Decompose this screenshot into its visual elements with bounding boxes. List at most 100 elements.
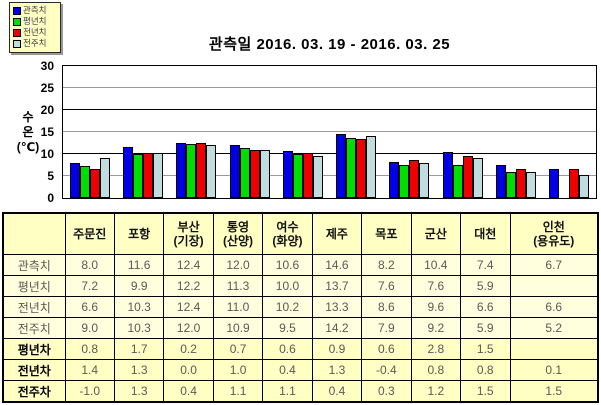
bar-관측치 xyxy=(496,165,507,198)
table-cell: 7.9 xyxy=(361,317,412,339)
gridline xyxy=(63,131,596,132)
table-cell: 10.0 xyxy=(262,275,313,297)
table-cell: 6.7 xyxy=(509,254,599,276)
data-table-container: 주문진 포항 부산 (기장) 통영 (산양) 여수 (화양) 제주 목포 군산 대천 인천 (용유… xyxy=(2,212,599,403)
bar-관측치 xyxy=(549,169,560,198)
table-header-row: 주문진 포항 부산 (기장) 통영 (산양) 여수 (화양) 제주 목포 군산 대천 인천 (용유… xyxy=(2,212,599,255)
legend-swatch-icon xyxy=(13,6,21,15)
bar-관측치 xyxy=(389,162,400,198)
table-cell: 14.2 xyxy=(311,317,363,339)
table-cell: 10.9 xyxy=(212,317,264,339)
table-header: 주문진 포항 부산 (기장) 통영 (산양) 여수 (화양) 제주 목포 군산 대천 인천 (용유… xyxy=(2,212,599,255)
y-axis-tick-label: 0 xyxy=(47,191,54,205)
table-cell: 10.3 xyxy=(113,296,165,318)
table-cell: 6.6 xyxy=(460,296,511,318)
column-header: 포항 xyxy=(113,212,165,255)
y-axis-tick-label: 10 xyxy=(40,147,54,161)
table-cell: 0.8 xyxy=(64,338,115,360)
legend-item: 관측치 xyxy=(13,6,58,15)
legend-swatch-icon xyxy=(13,28,21,37)
y-axis-tick-label: 15 xyxy=(40,125,54,139)
bar-전년치 xyxy=(142,153,153,198)
table-cell: 7.6 xyxy=(361,275,412,297)
bar-관측치 xyxy=(442,152,453,198)
column-header: 대천 xyxy=(460,212,511,255)
legend-label: 전년치 xyxy=(23,27,47,37)
table-cell: 8.2 xyxy=(361,254,412,276)
table-row: 관측치 8.0 11.6 12.4 12.0 10.6 14.6 8.2 10.4 7.4 6.7 xyxy=(2,254,599,276)
table-cell: 6.6 xyxy=(509,296,599,318)
bar-group-7 xyxy=(383,66,436,198)
table-cell: 12.4 xyxy=(163,296,214,318)
legend-item: 전주치 xyxy=(13,39,58,48)
station-data-table: 주문진 포항 부산 (기장) 통영 (산양) 여수 (화양) 제주 목포 군산 대천 인천 (용유… xyxy=(2,212,599,403)
table-body: 관측치 8.0 11.6 12.4 12.0 10.6 14.6 8.2 10.4 7.4 6.7 평… xyxy=(2,254,599,403)
column-header xyxy=(2,212,66,255)
gridline xyxy=(63,109,596,110)
row-label: 전주차 xyxy=(2,380,66,403)
table-cell: 0.3 xyxy=(361,380,412,403)
bar-평년치 xyxy=(186,144,197,198)
bar-평년치 xyxy=(292,154,303,198)
table-cell: 0.6 xyxy=(262,338,313,360)
table-cell: 9.2 xyxy=(410,317,462,339)
table-row: 전년치 6.6 10.3 12.4 11.0 10.2 13.3 8.6 9.6 6.6 6.6 xyxy=(2,296,599,318)
table-cell: 1.4 xyxy=(64,359,115,381)
bar-전주치 xyxy=(152,153,163,198)
gridline xyxy=(63,87,596,88)
legend-swatch-icon xyxy=(13,17,21,26)
bar-관측치 xyxy=(229,145,240,198)
row-label: 전주치 xyxy=(2,317,66,339)
bar-group-9 xyxy=(489,66,542,198)
legend-item: 평년치 xyxy=(13,17,58,26)
bar-group-2 xyxy=(116,66,169,198)
bar-관측치 xyxy=(176,143,187,198)
legend-label: 평년치 xyxy=(23,16,47,26)
column-header: 목포 xyxy=(361,212,412,255)
table-cell: 1.5 xyxy=(509,380,599,403)
row-label: 평년차 xyxy=(2,338,66,360)
table-cell xyxy=(509,275,599,297)
bar-관측치 xyxy=(69,163,80,198)
table-cell: 9.5 xyxy=(262,317,313,339)
bar-group-10 xyxy=(543,66,596,198)
y-axis-ticks: 0 5 10 15 20 25 30 xyxy=(0,60,58,204)
bar-group-5 xyxy=(276,66,329,198)
table-cell: 11.6 xyxy=(113,254,165,276)
column-header: 여수 (화양) xyxy=(262,212,313,255)
table-cell: 14.6 xyxy=(311,254,363,276)
y-axis-title: 수 온 (℃) xyxy=(16,110,40,154)
table-cell: 1.2 xyxy=(410,380,462,403)
bar-전년치 xyxy=(302,153,313,198)
table-cell: 7.6 xyxy=(410,275,462,297)
column-header: 제주 xyxy=(311,212,363,255)
table-cell: 1.3 xyxy=(113,380,165,403)
table-cell: 1.1 xyxy=(212,380,264,403)
table-cell: 9.0 xyxy=(64,317,115,339)
table-cell: 2.8 xyxy=(410,338,462,360)
table-cell: 0.8 xyxy=(460,359,511,381)
column-header: 인천 (용유도) xyxy=(509,212,599,255)
y-axis-tick-label: 20 xyxy=(40,103,54,117)
table-cell: 13.7 xyxy=(311,275,363,297)
table-cell: 12.0 xyxy=(212,254,264,276)
bar-group-6 xyxy=(329,66,382,198)
column-header: 통영 (산양) xyxy=(212,212,264,255)
bar-전주치 xyxy=(472,158,483,198)
table-cell: 10.3 xyxy=(113,317,165,339)
table-cell: 0.4 xyxy=(163,380,214,403)
bar-평년치 xyxy=(239,148,250,198)
table-cell: 5.2 xyxy=(509,317,599,339)
table-row: 전년차 1.4 1.3 0.0 1.0 0.4 1.3 -0.4 0.8 0.8 0.1 xyxy=(2,359,599,381)
table-cell: 1.5 xyxy=(460,338,511,360)
table-row: 평년차 0.8 1.7 0.2 0.7 0.6 0.9 0.6 2.8 1.5 xyxy=(2,338,599,360)
table-row: 평년치 7.2 9.9 12.2 11.3 10.0 13.7 7.6 7.6 5.9 xyxy=(2,275,599,297)
table-cell: 1.3 xyxy=(113,359,165,381)
y-axis-tick-label: 25 xyxy=(40,81,54,95)
bar-평년치 xyxy=(452,165,463,198)
bar-전주치 xyxy=(206,145,217,198)
column-header: 주문진 xyxy=(64,212,115,255)
bar-관측치 xyxy=(122,147,133,198)
bar-전주치 xyxy=(259,150,270,198)
